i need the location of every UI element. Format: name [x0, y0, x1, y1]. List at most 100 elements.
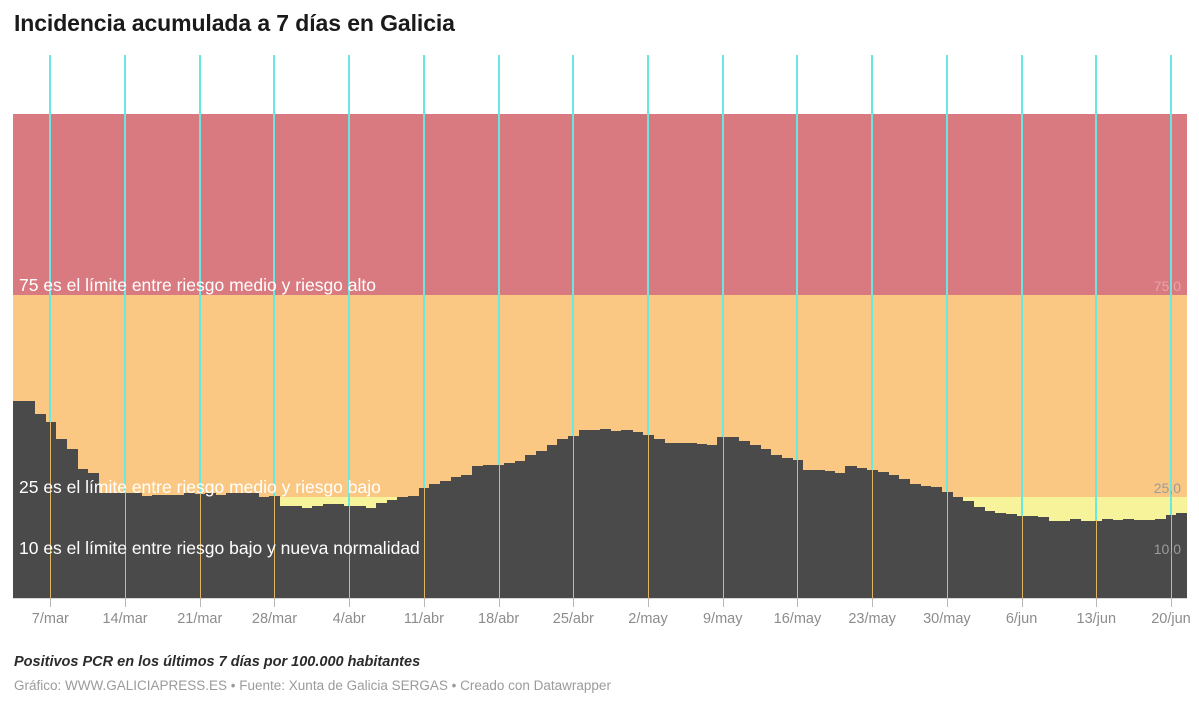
bar[interactable]	[397, 497, 409, 598]
bar[interactable]	[834, 472, 847, 598]
bar[interactable]	[930, 486, 943, 598]
bar[interactable]	[375, 503, 388, 598]
bar[interactable]	[525, 454, 537, 598]
bar[interactable]	[205, 493, 217, 598]
bar[interactable]	[962, 501, 975, 598]
bar[interactable]	[98, 493, 110, 598]
bar[interactable]	[55, 438, 67, 598]
bar[interactable]	[333, 504, 345, 598]
bar[interactable]	[877, 471, 889, 598]
bar[interactable]	[66, 448, 78, 598]
bar[interactable]	[173, 494, 185, 598]
bar[interactable]	[1026, 516, 1039, 598]
bar[interactable]	[749, 445, 761, 598]
bar[interactable]	[429, 483, 441, 598]
bar[interactable]	[824, 470, 836, 598]
x-tick-label: 18/abr	[478, 611, 520, 627]
bar[interactable]	[301, 507, 313, 598]
bar[interactable]	[503, 462, 516, 598]
bar[interactable]	[514, 460, 526, 598]
bar[interactable]	[162, 495, 174, 598]
bar[interactable]	[600, 429, 612, 598]
bar[interactable]	[738, 440, 750, 598]
bar[interactable]	[546, 444, 558, 598]
bar[interactable]	[482, 465, 494, 598]
bar[interactable]	[535, 450, 548, 598]
bar[interactable]	[909, 483, 921, 598]
bar[interactable]	[130, 493, 142, 598]
bar[interactable]	[706, 445, 718, 598]
bar[interactable]	[1005, 514, 1017, 598]
bar[interactable]	[781, 457, 793, 598]
bar[interactable]	[322, 503, 334, 598]
bar[interactable]	[461, 474, 473, 598]
bar[interactable]	[888, 474, 900, 598]
bar[interactable]	[311, 505, 324, 598]
bar[interactable]	[407, 496, 420, 598]
bar[interactable]	[610, 430, 622, 598]
bar[interactable]	[237, 493, 249, 598]
bar[interactable]	[973, 507, 985, 598]
bar[interactable]	[952, 496, 964, 598]
bar[interactable]	[1154, 518, 1167, 598]
bar[interactable]	[664, 443, 676, 598]
bar[interactable]	[354, 506, 366, 598]
gridline	[1169, 55, 1172, 598]
bar[interactable]	[674, 442, 686, 598]
bar[interactable]	[1176, 513, 1187, 598]
bar[interactable]	[770, 454, 783, 598]
bar[interactable]	[471, 466, 484, 598]
bar[interactable]	[151, 495, 163, 598]
bar[interactable]	[685, 442, 697, 598]
bar[interactable]	[258, 497, 270, 598]
bar[interactable]	[23, 401, 35, 598]
bar[interactable]	[365, 507, 377, 598]
bar[interactable]	[621, 429, 633, 598]
bar[interactable]	[13, 401, 25, 598]
x-tick-label: 14/mar	[102, 611, 148, 627]
bar[interactable]	[1069, 519, 1081, 598]
bar[interactable]	[1037, 517, 1049, 598]
bar[interactable]	[279, 505, 292, 598]
bar[interactable]	[696, 443, 708, 598]
bar[interactable]	[290, 505, 302, 598]
bar[interactable]	[141, 495, 153, 598]
bar[interactable]	[1144, 519, 1156, 598]
bar[interactable]	[557, 438, 569, 598]
bar[interactable]	[183, 493, 196, 598]
bar[interactable]	[109, 493, 121, 598]
x-tick	[573, 598, 575, 607]
bar[interactable]	[994, 513, 1007, 598]
bar[interactable]	[632, 432, 644, 598]
bar[interactable]	[984, 511, 996, 598]
bar[interactable]	[898, 478, 911, 598]
bar[interactable]	[1122, 518, 1135, 598]
bar[interactable]	[920, 485, 932, 598]
bar[interactable]	[87, 472, 99, 598]
bar[interactable]	[578, 430, 590, 598]
bar[interactable]	[77, 468, 89, 598]
bar[interactable]	[1080, 521, 1092, 598]
bar[interactable]	[439, 480, 452, 598]
bar[interactable]	[802, 470, 815, 598]
bar[interactable]	[386, 499, 398, 598]
bar[interactable]	[856, 468, 868, 598]
bar[interactable]	[226, 493, 238, 598]
bar[interactable]	[813, 469, 825, 598]
gridline	[647, 55, 650, 598]
bar[interactable]	[1112, 520, 1124, 598]
bar[interactable]	[215, 494, 228, 598]
bar[interactable]	[34, 414, 46, 598]
bar[interactable]	[760, 448, 772, 598]
bar[interactable]	[450, 476, 462, 598]
bar[interactable]	[1101, 518, 1113, 598]
bar[interactable]	[728, 436, 740, 598]
bar[interactable]	[1058, 520, 1071, 598]
bar[interactable]	[845, 466, 857, 598]
bar[interactable]	[247, 493, 260, 598]
axis-line	[13, 598, 1187, 599]
bar[interactable]	[1133, 520, 1145, 598]
bar[interactable]	[653, 438, 665, 598]
bar[interactable]	[1048, 520, 1060, 598]
bar[interactable]	[589, 430, 601, 598]
